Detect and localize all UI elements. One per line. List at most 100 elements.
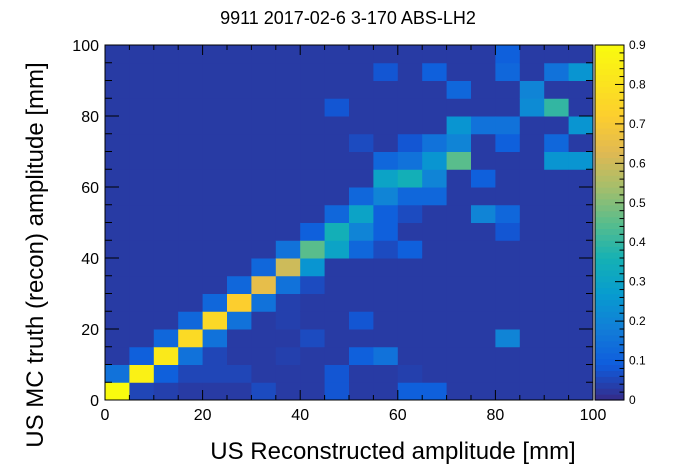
heatmap-cell	[251, 169, 277, 188]
heatmap-cell	[105, 169, 130, 188]
heatmap-cell	[495, 275, 521, 294]
heatmap-cell	[275, 204, 301, 223]
heatmap-cell	[422, 45, 448, 64]
heatmap-cell	[422, 222, 448, 241]
heatmap-cell	[397, 62, 423, 81]
x-tick-label: 60	[389, 407, 407, 424]
heatmap-cell	[568, 258, 594, 277]
heatmap-cell	[349, 116, 374, 135]
heatmap-cell	[324, 187, 350, 206]
colorbar-segment	[595, 133, 624, 141]
heatmap-cell	[495, 169, 521, 188]
heatmap-cell	[251, 187, 277, 206]
heatmap-cell	[324, 293, 350, 312]
colorbar-segment	[595, 92, 624, 99]
heatmap-cell	[251, 382, 277, 401]
heatmap-cell	[178, 222, 204, 241]
heatmap-cell	[227, 240, 252, 259]
heatmap-cell	[227, 187, 252, 206]
heatmap-cell	[300, 187, 326, 206]
heatmap-cell	[568, 222, 594, 241]
heatmap-cell	[300, 98, 326, 117]
heatmap-cell	[544, 240, 570, 259]
y-tick-label: 20	[81, 322, 99, 339]
heatmap-cell	[227, 311, 252, 330]
heatmap-cell	[446, 382, 472, 401]
colorbar-segment	[595, 258, 624, 265]
heatmap-cell	[397, 80, 423, 99]
heatmap-cell	[568, 62, 594, 81]
heatmap-cell	[471, 293, 496, 312]
heatmap-cell	[397, 222, 423, 241]
heatmap-cell	[324, 169, 350, 188]
heatmap-cell	[105, 311, 130, 330]
heatmap-cell	[495, 311, 521, 330]
heatmap-cell	[129, 240, 155, 259]
heatmap-cell	[544, 45, 570, 64]
heatmap-cell	[471, 204, 496, 223]
x-axis-label: US Reconstructed amplitude [mm]	[210, 438, 575, 465]
heatmap-cell	[397, 382, 423, 401]
heatmap-cell	[422, 346, 448, 365]
colorbar-segment	[595, 127, 624, 135]
heatmap-cell	[300, 311, 326, 330]
heatmap-cell	[129, 62, 155, 81]
y-tick-label: 100	[72, 38, 99, 55]
heatmap-cell	[397, 346, 423, 365]
heatmap-cell	[373, 45, 399, 64]
heatmap-cell	[105, 151, 130, 170]
heatmap-cell	[446, 45, 472, 64]
heatmap-cell	[519, 258, 545, 277]
heatmap-cell	[153, 133, 179, 152]
heatmap-cell	[495, 222, 521, 241]
heatmap-cell	[227, 45, 252, 64]
y-tick-label: 60	[81, 180, 99, 197]
heatmap-cell	[568, 382, 594, 401]
colorbar-segment	[595, 151, 624, 159]
heatmap-cell	[227, 382, 252, 401]
heatmap-cell	[519, 293, 545, 312]
heatmap-cell	[568, 45, 594, 64]
heatmap-cell	[495, 45, 521, 64]
colorbar-segment	[595, 139, 624, 147]
heatmap-cell	[519, 311, 545, 330]
heatmap-cell	[495, 240, 521, 259]
heatmap-cell	[544, 80, 570, 99]
colorbar-segment	[595, 192, 624, 200]
heatmap-cell	[422, 80, 448, 99]
heatmap-cell	[495, 382, 521, 401]
heatmap-cell	[544, 151, 570, 170]
colorbar-segment	[595, 157, 624, 164]
x-tick-label: 80	[487, 407, 505, 424]
heatmap-cell	[519, 80, 545, 99]
colorbar-segment	[595, 388, 624, 395]
heatmap-cell	[153, 116, 179, 135]
heatmap-cell	[349, 258, 374, 277]
heatmap-cell	[324, 62, 350, 81]
heatmap-cell	[275, 116, 301, 135]
heatmap-cell	[202, 151, 228, 170]
heatmap-cell	[349, 382, 374, 401]
heatmap-cell	[373, 382, 399, 401]
heatmap-cell	[227, 204, 252, 223]
heatmap-cell	[397, 275, 423, 294]
y-tick-label: 40	[81, 251, 99, 268]
colorbar-segment	[595, 145, 624, 153]
chart-title: 9911 2017-02-6 3-170 ABS-LH2	[220, 8, 476, 28]
heatmap-cell	[129, 329, 155, 348]
heatmap-cell	[227, 293, 252, 312]
heatmap-cell	[568, 187, 594, 206]
heatmap-cell	[349, 240, 374, 259]
heatmap-cell	[300, 382, 326, 401]
heatmap-cell	[275, 222, 301, 241]
heatmap-cell	[202, 116, 228, 135]
heatmap-cell	[275, 329, 301, 348]
colorbar-tick-label: 0.2	[629, 314, 646, 328]
heatmap-cell	[178, 204, 204, 223]
colorbar-segment	[595, 252, 624, 259]
heatmap-cell	[519, 45, 545, 64]
colorbar-tick-label: 0.9	[629, 38, 646, 52]
heatmap-cell	[129, 187, 155, 206]
heatmap-cell	[251, 346, 277, 365]
heatmap-cell	[446, 133, 472, 152]
